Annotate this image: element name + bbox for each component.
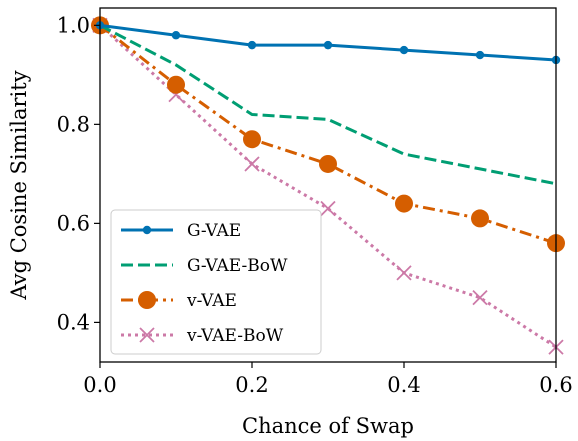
- legend-marker: [138, 291, 156, 309]
- axis-ticks: 0.0 0.2 0.4 0.6 0.4 0.6 0.8 1.0: [57, 13, 573, 397]
- legend-marker: [139, 327, 155, 343]
- data-point-v-vae: [395, 194, 413, 213]
- x-tick-label: 0.2: [235, 373, 268, 397]
- y-tick-label: 1.0: [57, 13, 90, 37]
- legend-marker: [142, 225, 152, 235]
- x-tick-label: 0.0: [83, 373, 116, 397]
- legend-box: [110, 209, 322, 355]
- series-line-g-vae-bow: [99, 23, 557, 186]
- y-tick-label: 0.4: [57, 310, 90, 334]
- legend-entry-v-vae: v-VAE: [121, 291, 237, 311]
- legend-entry-g-vae: G-VAE: [121, 221, 241, 241]
- legend-label: v-VAE: [186, 291, 237, 311]
- y-axis-label: Avg Cosine Similarity: [7, 70, 31, 300]
- y-tick-label: 0.8: [57, 112, 90, 136]
- series-g-vae: [95, 21, 561, 65]
- legend-label: v-VAE-BoW: [186, 326, 284, 346]
- data-point-v-vae-bow: [244, 156, 260, 172]
- data-point-v-vae-bow: [320, 200, 336, 217]
- data-point-v-vae-bow: [396, 265, 412, 281]
- legend: G-VAE G-VAE-BoW v-VAE v-VAE-BoW: [110, 209, 322, 355]
- data-point-g-vae: [475, 50, 485, 60]
- data-point-g-vae: [171, 31, 181, 40]
- data-point-v-vae: [471, 209, 489, 228]
- data-point-g-vae: [399, 45, 409, 55]
- data-point-g-vae: [323, 40, 333, 50]
- data-point-v-vae-bow: [472, 289, 488, 306]
- x-tick-label: 0.4: [387, 373, 420, 397]
- x-tick-label: 0.6: [539, 373, 572, 397]
- axes-frame: [99, 7, 557, 363]
- data-point-v-vae: [319, 154, 337, 173]
- legend-entry-v-vae-bow: v-VAE-BoW: [121, 326, 284, 346]
- legend-label: G-VAE-BoW: [187, 256, 288, 276]
- y-tick-label: 0.6: [57, 211, 90, 235]
- legend-label: G-VAE: [187, 221, 241, 241]
- legend-entry-g-vae-bow: G-VAE-BoW: [121, 256, 288, 276]
- data-point-v-vae: [243, 130, 261, 149]
- series-g-vae-bow: [99, 23, 557, 186]
- series-v-vae: [91, 16, 565, 253]
- data-point-v-vae: [167, 75, 185, 94]
- x-axis-label: Chance of Swap: [242, 414, 414, 438]
- data-point-g-vae: [247, 40, 257, 50]
